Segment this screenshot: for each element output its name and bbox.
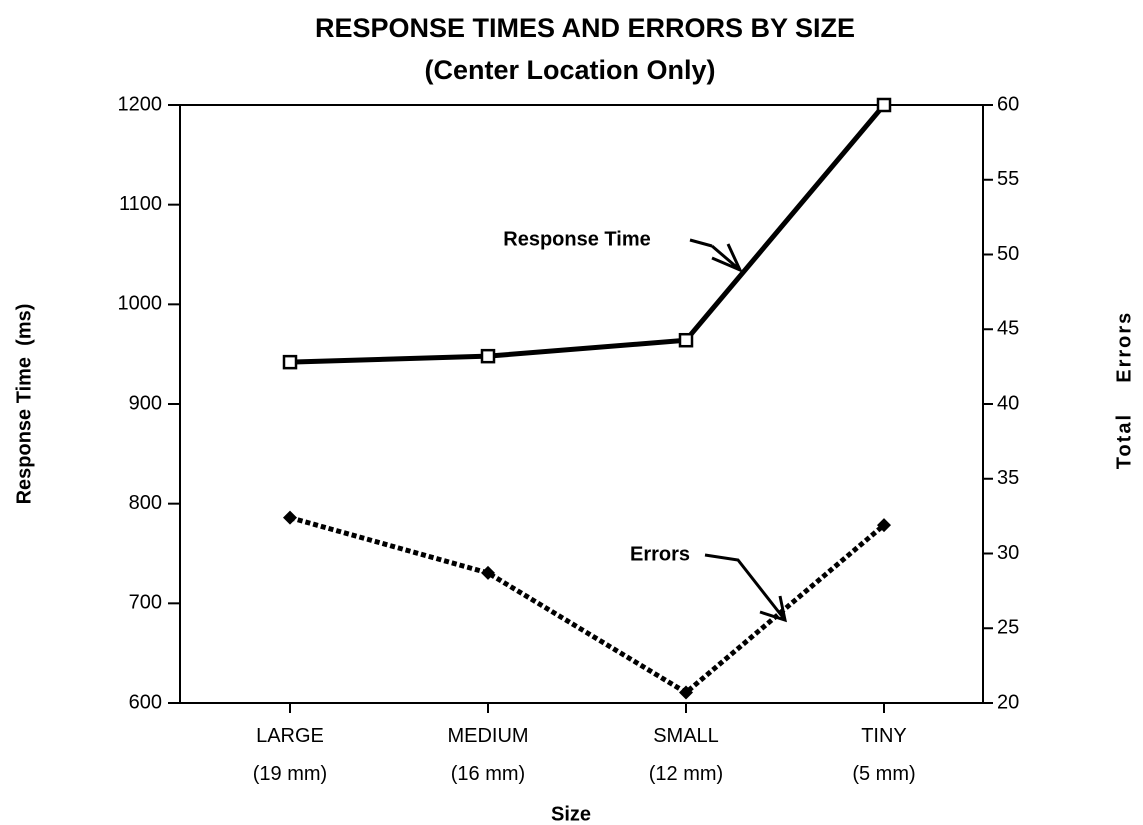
annotation-arrow [689, 238, 743, 273]
y-tick-label: 900 [129, 392, 162, 414]
x-axis-label: Size [551, 803, 591, 825]
x-tick-label: SMALL (12 mm) [649, 725, 723, 785]
marker [877, 518, 891, 533]
annotation: Errors [630, 543, 690, 565]
x-tick-label: MEDIUM (16 mm) [447, 725, 528, 785]
y2-tick-label: 25 [997, 617, 1019, 639]
marker [678, 332, 694, 348]
y2-tick-label: 55 [997, 168, 1019, 190]
plot-frame [179, 104, 984, 704]
y2-tick-label: 40 [997, 392, 1019, 414]
series-line [289, 103, 886, 365]
y2-axis-label: Total Errors [1113, 311, 1135, 470]
chart-subtitle: (Center Location Only) [424, 55, 715, 85]
marker [282, 354, 298, 370]
marker [283, 510, 297, 525]
marker [679, 685, 693, 700]
annotation-arrow [704, 553, 787, 623]
y-tick-label: 800 [129, 492, 162, 514]
marker [876, 97, 892, 113]
series-line [289, 515, 886, 696]
y2-tick-label: 45 [997, 318, 1019, 340]
y2-tick-label: 50 [997, 243, 1019, 265]
y-axis-label: Response Time (ms) [13, 304, 35, 505]
y2-tick-label: 30 [997, 542, 1019, 564]
y-tick-label: 600 [129, 691, 162, 713]
annotation: Response Time [503, 228, 650, 250]
y-tick-label: 1000 [118, 293, 163, 315]
marker [480, 348, 496, 364]
y2-tick-label: 20 [997, 691, 1019, 713]
y-tick-label: 1200 [118, 93, 163, 115]
y-tick-label: 1100 [119, 193, 162, 215]
x-tick-label: LARGE (19 mm) [253, 725, 327, 785]
y2-tick-label: 60 [997, 93, 1019, 115]
x-tick-label: TINY (5 mm) [852, 725, 915, 785]
marker [481, 565, 495, 580]
y-tick-label: 700 [129, 592, 162, 614]
chart-title: RESPONSE TIMES AND ERRORS BY SIZE [315, 13, 855, 43]
y2-tick-label: 35 [997, 467, 1019, 489]
